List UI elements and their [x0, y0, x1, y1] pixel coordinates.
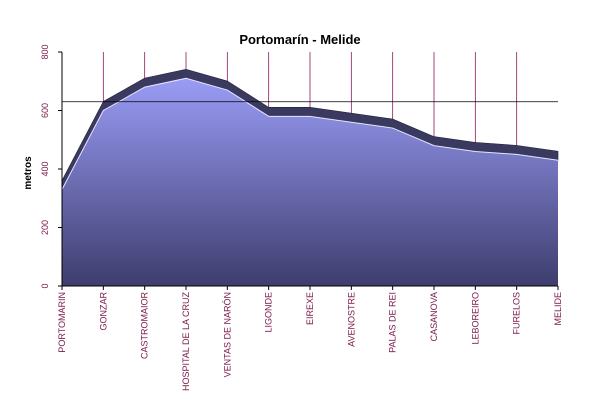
x-tick-label: CASTROMAIOR: [140, 292, 150, 360]
x-tick-label: MELIDE: [553, 292, 563, 326]
x-tick-label: LIGONDE: [264, 292, 274, 333]
x-tick-label: LEBOREIRO: [470, 292, 480, 345]
chart-title: Portomarín - Melide: [239, 32, 360, 47]
y-tick-label: 800: [40, 44, 50, 59]
elevation-area: [62, 78, 558, 286]
x-tick-label: EIREXE: [305, 292, 315, 325]
x-tick-label: GONZAR: [98, 292, 108, 331]
y-tick-label: 600: [40, 103, 50, 118]
x-tick-label: AVENOSTRE: [346, 292, 356, 347]
y-tick-label: 0: [40, 283, 50, 288]
x-tick-label: FURELOS: [512, 292, 522, 335]
y-tick-label: 200: [40, 220, 50, 235]
y-axis-label: metros: [23, 156, 34, 190]
elevation-line: [61, 77, 559, 190]
y-tick-label: 400: [40, 161, 50, 176]
x-tick-label: PALAS DE REI: [388, 292, 398, 353]
plot-area: 0 200 400 600 800 PORTOMARIN GONZAR CASTROMAIOR…: [40, 44, 563, 391]
x-tick-label: CASANOVA: [429, 292, 439, 341]
x-tick-label: VENTAS DE NARÓN: [222, 292, 232, 377]
x-tick-label: HOSPITAL DE LA CRUZ: [181, 292, 191, 392]
x-tick-label: PORTOMARIN: [57, 292, 67, 353]
